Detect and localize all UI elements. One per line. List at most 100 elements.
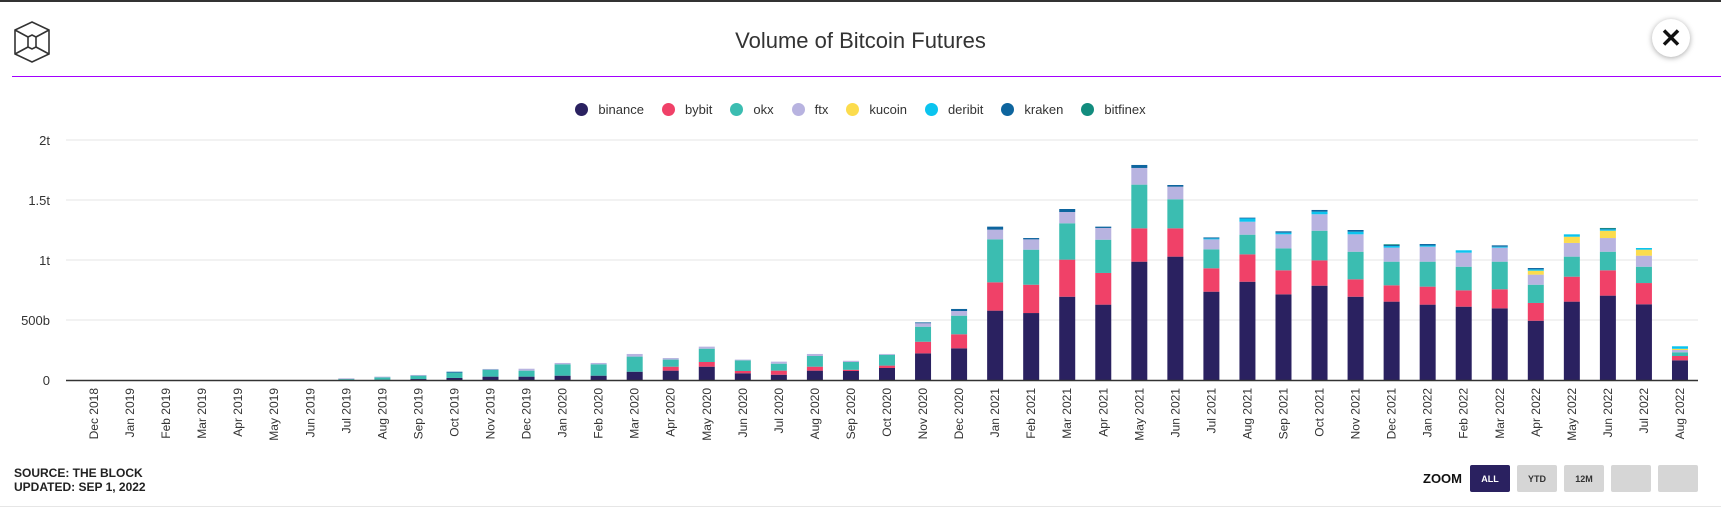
x-tick-label: May 2019 — [267, 388, 281, 441]
zoom-blank-button[interactable] — [1658, 465, 1698, 492]
legend-marker — [1001, 103, 1015, 116]
zoom-12m-button[interactable]: 12M — [1564, 465, 1604, 492]
bar-segment-bybit — [1059, 259, 1076, 297]
bar-segment-bybit — [1671, 356, 1688, 361]
bar-segment-bybit — [951, 334, 968, 349]
cube-logo-icon — [14, 21, 50, 63]
x-tick-label: Feb 2022 — [1457, 388, 1471, 439]
bar-segment-okx — [1455, 266, 1472, 291]
zoom-blank-button[interactable] — [1611, 465, 1651, 492]
bar-segment-kraken — [1275, 231, 1292, 233]
bar-segment-bybit — [1347, 279, 1364, 297]
legend-label: deribit — [947, 102, 984, 117]
bar-segment-okx — [1167, 199, 1184, 229]
close-button[interactable]: ✕ — [1652, 19, 1690, 57]
bar-segment-binance — [446, 377, 463, 380]
zoom-all-button[interactable]: ALL — [1470, 465, 1510, 492]
bar-segment-bybit — [698, 362, 715, 367]
bar-segment-bybit — [662, 366, 679, 371]
bar-segment-bybit — [1311, 260, 1328, 286]
bar-segment-ftx — [482, 368, 499, 370]
legend-item-okx[interactable]: okx — [730, 102, 774, 117]
bar-segment-binance — [554, 375, 571, 380]
bar-segment-ftx — [915, 323, 932, 327]
bar-segment-binance — [842, 371, 859, 380]
bar-segment-okx — [446, 372, 463, 378]
bar-segment-okx — [1095, 239, 1112, 273]
legend-item-deribit[interactable]: deribit — [924, 102, 984, 117]
x-tick-label: Aug 2022 — [1673, 388, 1687, 440]
bar-segment-ftx — [1671, 350, 1688, 353]
bar-segment-ftx — [806, 353, 823, 356]
zoom-label: ZOOM — [1423, 471, 1462, 486]
x-tick-label: Apr 2020 — [664, 388, 678, 437]
bar-segment-okx — [734, 360, 751, 371]
bar-segment-ftx — [770, 361, 787, 364]
bar-segment-okx — [1419, 261, 1436, 287]
bar-segment-binance — [518, 376, 535, 380]
bar-segment-kucoin — [1563, 236, 1580, 243]
bar-segment-okx — [879, 354, 895, 366]
chart-legend: binance bybit okx ftx kucoin deribit kraken bit… — [0, 102, 1721, 117]
bar-segment-ftx — [987, 229, 1004, 240]
bar-segment-ftx — [734, 359, 751, 361]
x-tick-label: Jan 2021 — [988, 388, 1002, 438]
bar-segment-bybit — [1599, 270, 1616, 296]
bar-segment-binance — [806, 370, 823, 380]
legend-label: bybit — [684, 102, 713, 117]
bar-segment-ftx — [1347, 234, 1364, 252]
bar-segment-ftx — [1599, 238, 1616, 252]
bar-segment-deribit — [1671, 346, 1688, 349]
bar-segment-okx — [1527, 284, 1544, 303]
bar-segment-bybit — [1203, 268, 1220, 292]
bar-segment-okx — [482, 369, 499, 377]
legend-marker — [846, 103, 860, 116]
bar-segment-okx — [1311, 230, 1328, 261]
bar-segment-binance — [1563, 301, 1580, 380]
bar-segment-binance — [590, 375, 607, 380]
x-tick-label: May 2022 — [1565, 388, 1579, 441]
x-tick-label: Oct 2021 — [1313, 388, 1327, 437]
bar-segment-binance — [1419, 304, 1436, 380]
bar-segment-ftx — [1167, 186, 1184, 200]
bar-segment-kraken — [915, 322, 932, 324]
legend-item-kraken[interactable]: kraken — [1001, 102, 1063, 117]
bar-segment-ftx — [1239, 221, 1256, 235]
bar-segment-binance — [1527, 320, 1544, 380]
bar-segment-binance — [1347, 296, 1364, 380]
legend-label: ftx — [814, 102, 829, 117]
bar-segment-ftx — [1203, 239, 1220, 250]
legend-item-binance[interactable]: binance — [575, 102, 644, 117]
close-icon: ✕ — [1660, 22, 1682, 53]
bar-segment-ftx — [1131, 167, 1148, 185]
window-top-border — [0, 0, 1721, 2]
y-tick-label: 0 — [43, 373, 50, 388]
x-tick-label: Jul 2022 — [1637, 388, 1651, 434]
bar-segment-okx — [338, 378, 355, 380]
bar-segment-okx — [1635, 266, 1652, 284]
x-tick-label: Oct 2020 — [880, 388, 894, 437]
bar-segment-deribit — [1203, 238, 1220, 240]
bar-segment-deribit — [1419, 245, 1436, 247]
bar-segment-bybit — [1635, 283, 1652, 305]
legend-item-bitfinex[interactable]: bitfinex — [1081, 102, 1146, 117]
x-tick-label: Aug 2019 — [375, 388, 389, 440]
chart-title: Volume of Bitcoin Futures — [735, 28, 986, 53]
bar-segment-deribit — [1599, 229, 1616, 231]
bar-segment-kucoin — [1635, 249, 1652, 256]
x-tick-label: Mar 2021 — [1060, 388, 1074, 439]
bar-segment-okx — [1275, 248, 1292, 271]
bar-segment-binance — [662, 370, 679, 380]
bar-segment-bybit — [915, 341, 932, 354]
x-tick-label: Oct 2019 — [447, 388, 461, 437]
x-tick-label: Jan 2019 — [123, 388, 137, 438]
bar-segment-okx — [554, 364, 571, 376]
legend-item-bybit[interactable]: bybit — [661, 102, 713, 117]
legend-item-ftx[interactable]: ftx — [791, 102, 829, 117]
bar-segment-okx — [374, 377, 391, 380]
x-tick-label: Sep 2021 — [1276, 388, 1290, 440]
x-tick-label: Mar 2020 — [628, 388, 642, 439]
legend-item-kucoin[interactable]: kucoin — [846, 102, 907, 117]
bottom-divider — [0, 506, 1721, 507]
zoom-ytd-button[interactable]: YTD — [1517, 465, 1557, 492]
